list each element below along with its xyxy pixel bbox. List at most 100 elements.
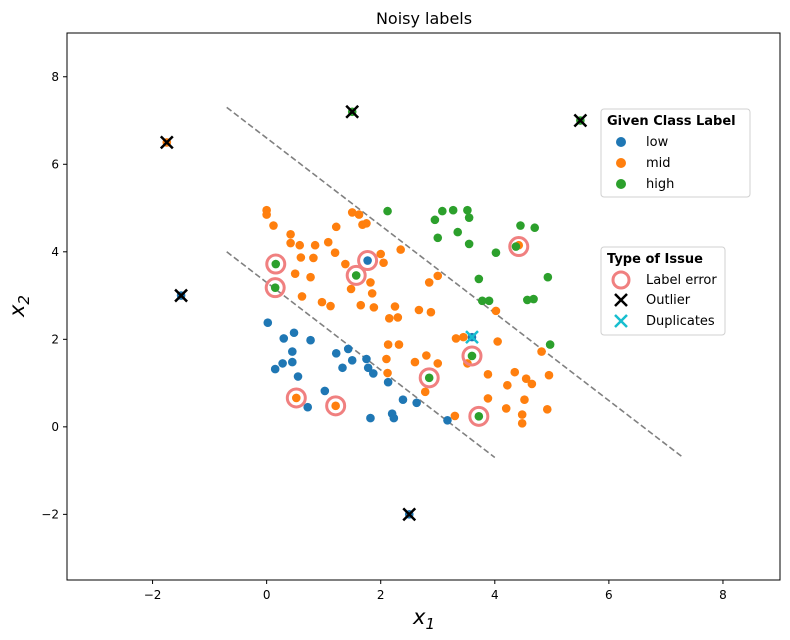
label-error-marker-2 xyxy=(264,277,286,299)
legend-class: Given Class Label low mid high xyxy=(600,108,751,198)
point-mid-43 xyxy=(426,307,436,317)
point-mid-20 xyxy=(347,208,357,217)
point-mid-5 xyxy=(286,238,295,248)
point-mid-31 xyxy=(383,368,392,378)
point-high-25 xyxy=(467,351,477,361)
point-mid-34 xyxy=(390,302,400,311)
point-mid-12 xyxy=(310,240,320,250)
plot-frame xyxy=(66,32,781,581)
label-error-marker-5 xyxy=(418,367,440,389)
point-mid-11 xyxy=(309,253,318,263)
point-high-18 xyxy=(530,223,540,233)
point-high-23 xyxy=(351,271,361,280)
point-high-8 xyxy=(464,239,474,249)
point-high-15 xyxy=(516,221,525,230)
point-mid-61 xyxy=(521,374,531,384)
point-high-14 xyxy=(511,242,521,251)
point-mid-4 xyxy=(286,229,295,239)
point-low-15 xyxy=(347,356,357,365)
point-mid-60 xyxy=(520,395,529,405)
y-tick-label: 8 xyxy=(51,70,59,84)
point-mid-54 xyxy=(501,404,511,413)
point-low-4 xyxy=(279,334,289,343)
chart-title: Noisy labels xyxy=(376,9,472,28)
point-mid-48 xyxy=(459,332,468,342)
y-tick-label: 0 xyxy=(51,420,59,434)
point-mid-14 xyxy=(323,237,333,247)
boundary-line-1 xyxy=(226,106,684,459)
legend-label-high: high xyxy=(646,177,674,192)
legend-label-mid: mid xyxy=(646,156,671,171)
point-low-14 xyxy=(343,344,353,354)
point-high-10 xyxy=(474,274,484,284)
point-low-22 xyxy=(389,413,399,423)
point-low-18 xyxy=(366,413,375,423)
point-mid-18 xyxy=(341,259,350,269)
point-mid-29 xyxy=(379,258,388,268)
x-tick-label: 4 xyxy=(491,588,499,602)
point-high-21 xyxy=(271,259,281,269)
point-mid-36 xyxy=(394,340,404,349)
point-high-2 xyxy=(430,215,440,225)
point-mid-40 xyxy=(422,351,431,360)
point-low-8 xyxy=(293,372,303,381)
point-low-5 xyxy=(288,357,297,367)
y-tick-label: 6 xyxy=(51,157,59,171)
point-high-19 xyxy=(543,272,553,282)
point-mid-35 xyxy=(393,313,403,322)
point-mid-9 xyxy=(297,292,307,301)
point-mid-45 xyxy=(433,271,443,281)
point-mid-28 xyxy=(376,249,386,259)
legend-marker-outlier xyxy=(614,293,628,307)
point-low-3 xyxy=(278,359,287,368)
legend-marker-mid xyxy=(616,158,626,168)
point-high-1 xyxy=(383,206,392,216)
label-error-marker-4 xyxy=(345,264,367,286)
point-mid-22 xyxy=(356,300,366,310)
point-mid-58 xyxy=(517,410,527,419)
plot-area xyxy=(159,104,684,522)
point-high-12 xyxy=(484,296,494,306)
point-mid-13 xyxy=(317,297,327,307)
point-high-22 xyxy=(270,283,280,292)
point-low-12 xyxy=(331,349,341,358)
y-tick-label: 4 xyxy=(51,245,59,259)
duplicate-marker-1 xyxy=(465,330,479,345)
outlier-marker-1 xyxy=(159,135,174,150)
legend-label-duplicates: Duplicates xyxy=(646,314,715,329)
point-high-4 xyxy=(438,206,447,216)
point-low-11 xyxy=(320,386,330,396)
point-mid-64 xyxy=(542,405,552,414)
point-mid-52 xyxy=(491,306,501,316)
point-high-7 xyxy=(463,205,472,215)
point-low-6 xyxy=(288,347,297,356)
point-high-26 xyxy=(474,412,484,421)
label-error-marker-1 xyxy=(265,253,287,275)
point-mid-26 xyxy=(367,289,377,298)
point-low-16 xyxy=(362,354,371,364)
point-mid-55 xyxy=(503,380,512,390)
point-high-20 xyxy=(545,340,555,349)
point-high-5 xyxy=(448,205,458,215)
point-mid-6 xyxy=(290,269,300,278)
point-mid-56 xyxy=(510,367,520,377)
label-error-marker-6 xyxy=(461,345,483,367)
legend-issue: Type of Issue Label error Outlier Duplic… xyxy=(600,246,726,336)
point-mid-51 xyxy=(483,370,493,379)
point-mid-24 xyxy=(362,219,371,228)
point-low-20 xyxy=(383,377,393,387)
legend-marker-duplicates xyxy=(614,314,628,328)
x-axis-label: x1 xyxy=(412,605,435,633)
point-high-3 xyxy=(433,233,443,243)
point-high-24 xyxy=(424,373,434,383)
point-mid-10 xyxy=(306,272,315,282)
point-high-6 xyxy=(453,227,463,237)
point-mid-17 xyxy=(330,248,340,257)
point-mid-66 xyxy=(292,393,301,403)
legend-issue-frame xyxy=(600,246,726,336)
point-high-9 xyxy=(464,213,474,222)
x-tick-label: 0 xyxy=(263,588,271,602)
point-mid-53 xyxy=(493,337,502,346)
point-mid-25 xyxy=(366,278,375,287)
point-low-17 xyxy=(363,363,373,373)
